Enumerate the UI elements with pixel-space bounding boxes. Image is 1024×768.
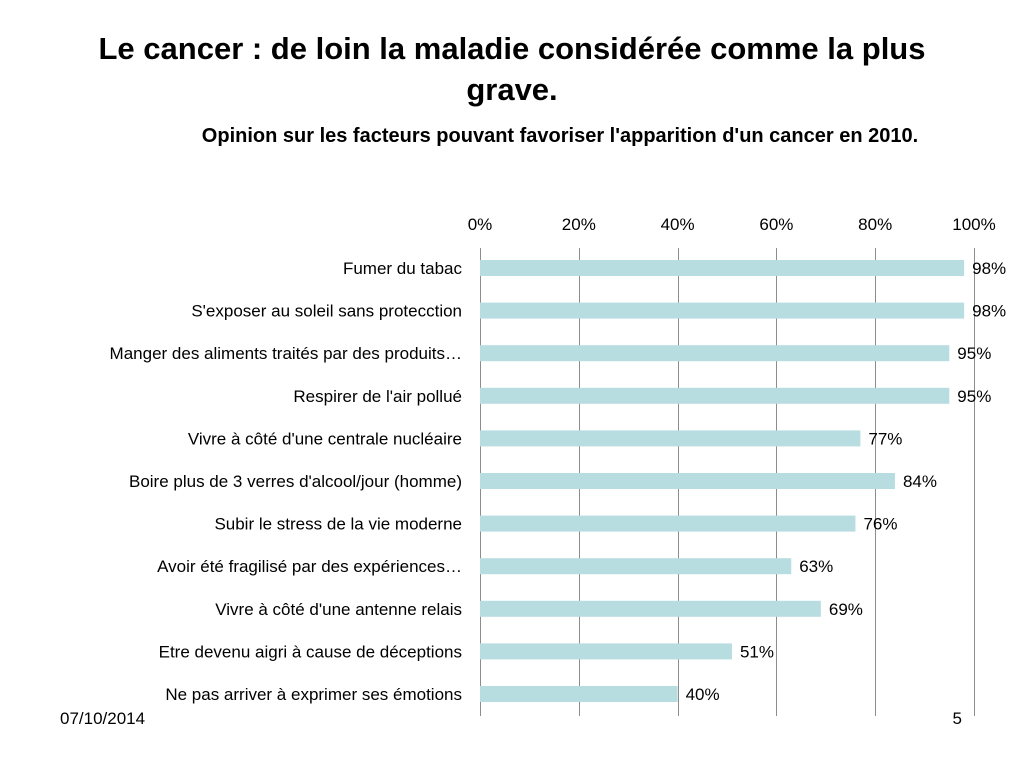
category-label: Respirer de l'air pollué — [293, 387, 462, 406]
x-tick-label: 40% — [661, 215, 695, 234]
category-label: Etre devenu aigri à cause de déceptions — [159, 642, 462, 661]
data-label: 63% — [799, 557, 833, 576]
data-label: 84% — [903, 472, 937, 491]
bar — [480, 430, 861, 447]
data-label: 40% — [686, 685, 720, 704]
bar — [480, 345, 950, 362]
x-tick-label: 60% — [759, 215, 793, 234]
data-label: 77% — [868, 429, 902, 448]
category-label: Ne pas arriver à exprimer ses émotions — [165, 685, 462, 704]
bar — [480, 686, 678, 702]
category-label: Manger des aliments traités par des prod… — [110, 344, 462, 363]
data-label: 95% — [957, 344, 991, 363]
x-tick-label: 0% — [468, 215, 493, 234]
x-tick-label: 80% — [858, 215, 892, 234]
category-label: Avoir été fragilisé par des expériences… — [157, 557, 462, 576]
data-label: 95% — [957, 387, 991, 406]
bar — [480, 302, 965, 319]
category-label: Vivre à côté d'une centrale nucléaire — [188, 429, 462, 448]
bar — [480, 600, 821, 617]
bar — [480, 515, 856, 532]
slide-title: Le cancer : de loin la maladie considéré… — [98, 31, 926, 107]
data-label: 51% — [740, 642, 774, 661]
data-label: 76% — [863, 515, 897, 534]
bar — [480, 643, 732, 660]
chart-title: Opinion sur les facteurs pouvant favoris… — [201, 125, 919, 147]
bar — [480, 473, 895, 489]
bar — [480, 260, 965, 276]
x-tick-label: 20% — [562, 215, 596, 234]
data-label: 98% — [972, 302, 1006, 321]
page-number: 5 — [952, 709, 962, 728]
footer-date: 07/10/2014 — [60, 709, 146, 728]
data-label: 69% — [829, 600, 863, 619]
category-label: S'exposer au soleil sans protecction — [191, 302, 462, 321]
category-label: Fumer du tabac — [343, 259, 463, 278]
category-label: Boire plus de 3 verres d'alcool/jour (ho… — [129, 472, 462, 491]
x-tick-label: 100% — [952, 215, 995, 234]
bar — [480, 558, 792, 575]
data-label: 98% — [972, 259, 1006, 278]
bar — [480, 387, 950, 404]
category-label: Subir le stress de la vie moderne — [214, 515, 462, 534]
category-label: Vivre à côté d'une antenne relais — [215, 600, 462, 619]
